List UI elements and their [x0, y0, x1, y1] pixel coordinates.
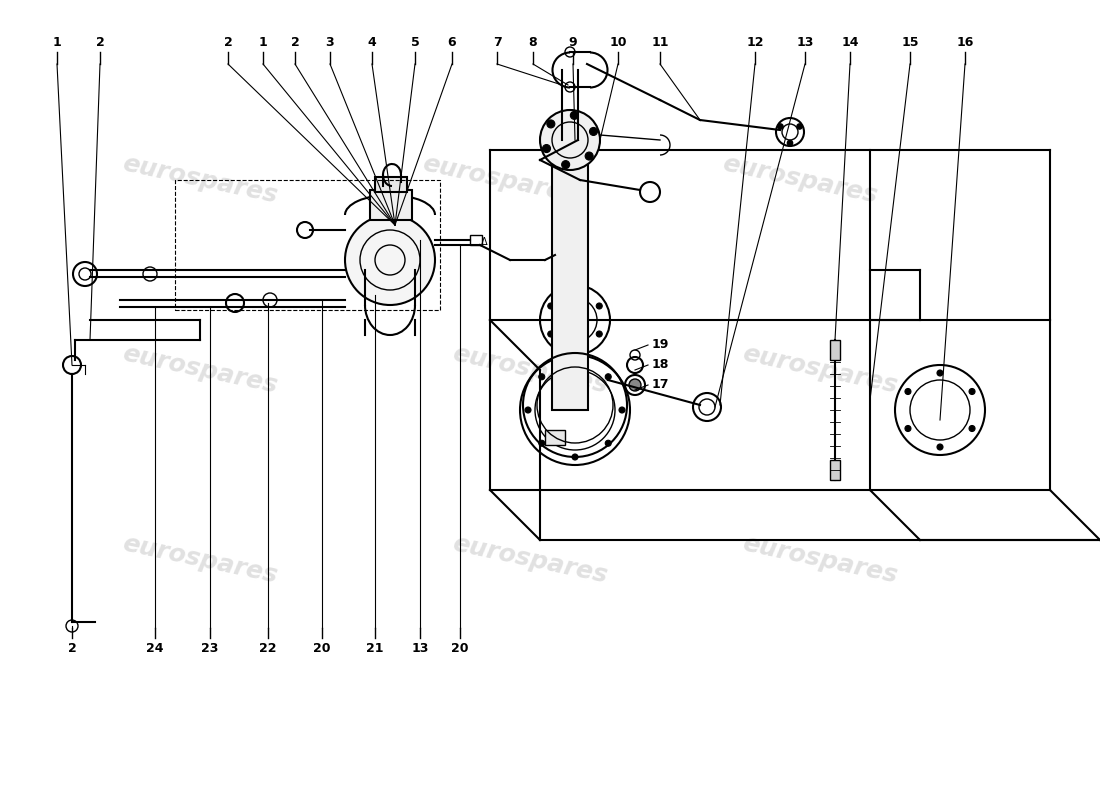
Circle shape [905, 426, 911, 431]
Text: 22: 22 [260, 642, 277, 654]
Circle shape [605, 440, 612, 446]
Text: 8: 8 [529, 35, 537, 49]
Text: 7: 7 [493, 35, 502, 49]
Circle shape [540, 110, 600, 170]
Text: 9: 9 [569, 35, 578, 49]
Circle shape [539, 374, 544, 380]
Bar [175, 180, 440, 310]
Circle shape [572, 360, 578, 366]
Circle shape [969, 389, 975, 394]
Circle shape [619, 407, 625, 413]
Circle shape [596, 303, 602, 309]
Bar [375, 177, 407, 192]
Text: 2: 2 [290, 35, 299, 49]
Text: 2: 2 [223, 35, 232, 49]
Text: 21: 21 [366, 642, 384, 654]
Circle shape [798, 124, 802, 129]
Bar [544, 430, 565, 445]
Circle shape [525, 407, 531, 413]
Circle shape [572, 345, 578, 351]
Text: Δ: Δ [481, 237, 487, 247]
Bar [470, 235, 482, 245]
Text: eurospares: eurospares [740, 532, 900, 588]
Text: 10: 10 [609, 35, 627, 49]
Text: 20: 20 [451, 642, 469, 654]
Text: 6: 6 [448, 35, 456, 49]
Circle shape [788, 141, 792, 146]
Circle shape [969, 426, 975, 431]
Bar [552, 140, 589, 410]
Circle shape [629, 379, 641, 391]
Text: eurospares: eurospares [120, 532, 279, 588]
Circle shape [547, 120, 554, 128]
Text: eurospares: eurospares [450, 342, 609, 398]
Circle shape [605, 374, 612, 380]
Circle shape [542, 145, 550, 153]
Text: 20: 20 [314, 642, 331, 654]
Circle shape [905, 389, 911, 394]
Circle shape [596, 331, 602, 337]
Bar [830, 460, 840, 480]
Text: 2: 2 [67, 642, 76, 654]
Circle shape [548, 331, 553, 337]
Circle shape [570, 111, 579, 119]
Text: 17: 17 [651, 378, 669, 391]
Text: 11: 11 [651, 35, 669, 49]
Circle shape [937, 370, 943, 376]
Text: 24: 24 [146, 642, 164, 654]
Circle shape [937, 444, 943, 450]
Circle shape [590, 127, 597, 135]
Text: 15: 15 [901, 35, 918, 49]
Text: eurospares: eurospares [120, 152, 279, 208]
Text: eurospares: eurospares [120, 342, 279, 398]
Text: 23: 23 [201, 642, 219, 654]
Text: 16: 16 [956, 35, 974, 49]
Text: 1: 1 [258, 35, 267, 49]
Circle shape [585, 152, 593, 160]
Circle shape [562, 161, 570, 169]
Text: 3: 3 [326, 35, 334, 49]
Text: 14: 14 [842, 35, 859, 49]
Text: 19: 19 [651, 338, 669, 351]
Text: 1: 1 [53, 35, 62, 49]
Text: eurospares: eurospares [450, 532, 609, 588]
Text: eurospares: eurospares [420, 152, 580, 208]
Text: 13: 13 [411, 642, 429, 654]
Text: eurospares: eurospares [740, 342, 900, 398]
Circle shape [345, 215, 434, 305]
Text: eurospares: eurospares [720, 152, 880, 208]
Circle shape [539, 440, 544, 446]
Circle shape [778, 124, 783, 129]
Bar [370, 190, 412, 220]
Circle shape [548, 303, 553, 309]
Text: 2: 2 [96, 35, 104, 49]
Circle shape [572, 289, 578, 295]
Text: 13: 13 [796, 35, 814, 49]
Text: 5: 5 [410, 35, 419, 49]
Text: 4: 4 [367, 35, 376, 49]
Text: 18: 18 [651, 358, 669, 371]
Text: 12: 12 [746, 35, 763, 49]
Circle shape [572, 454, 578, 460]
Bar [830, 340, 840, 360]
